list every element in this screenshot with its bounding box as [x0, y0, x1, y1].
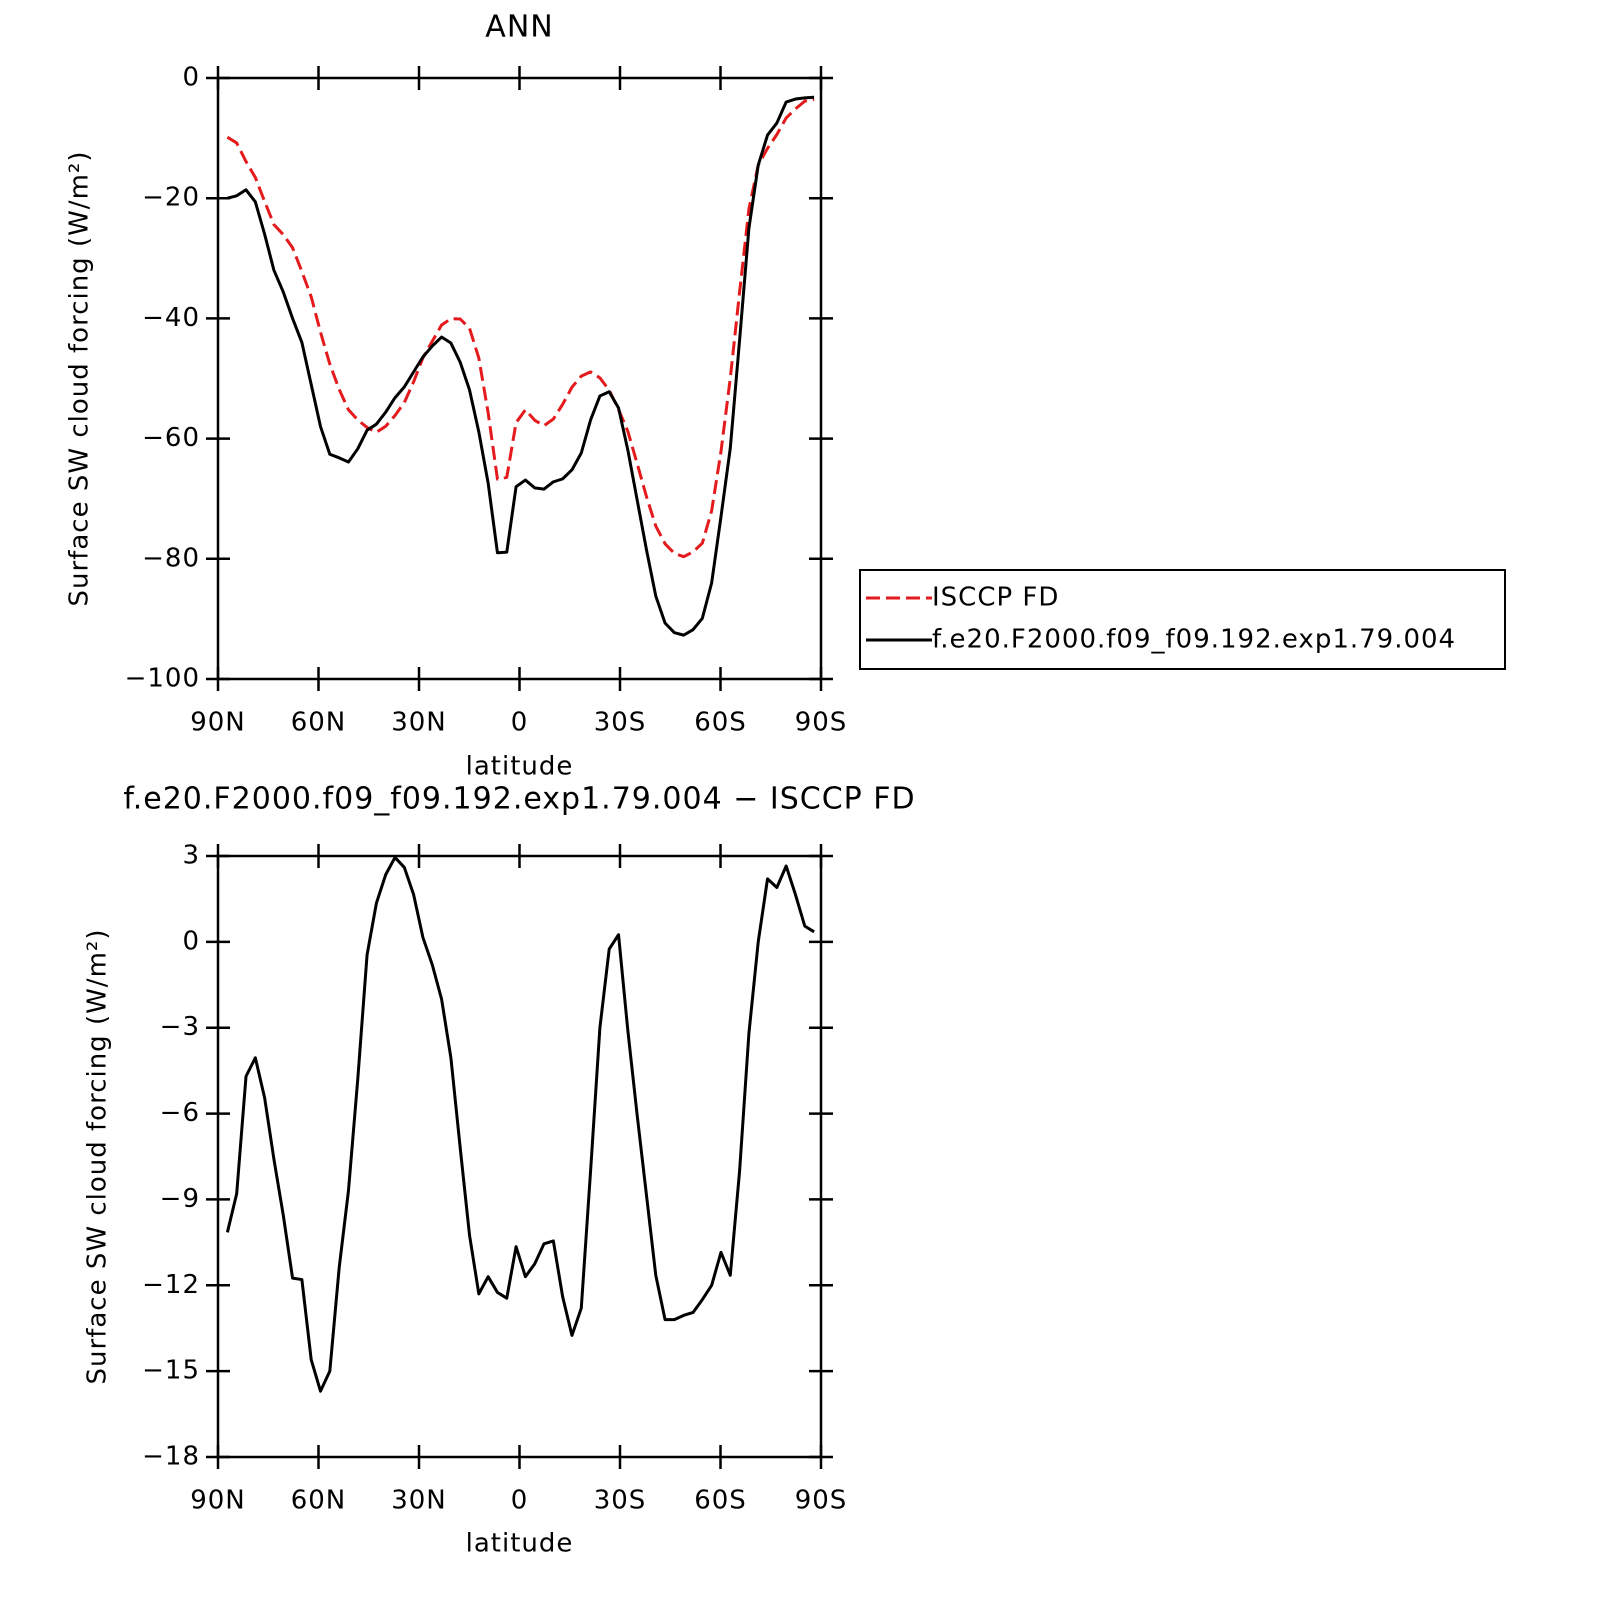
- data-line: [225, 855, 815, 1393]
- x-tick-label: 60S: [694, 708, 747, 738]
- x-tick-label: 30S: [594, 1486, 647, 1516]
- chart-title: ANN: [485, 10, 553, 45]
- data-line: [226, 97, 815, 559]
- y-tick-label: −80: [142, 543, 200, 573]
- chart-title: f.e20.F2000.f09_f09.192.exp1.79.004 − IS…: [123, 782, 915, 817]
- y-tick-label: −20: [142, 183, 200, 213]
- plot-frame: [216, 76, 823, 681]
- y-tick-label: 0: [182, 926, 200, 956]
- legend-label: f.e20.F2000.f09_f09.192.exp1.79.004: [932, 625, 1456, 655]
- x-tick-label: 90S: [795, 708, 848, 738]
- y-tick-label: −12: [142, 1270, 200, 1300]
- y-tick-label: −6: [160, 1098, 200, 1128]
- y-tick-label: −40: [142, 303, 200, 333]
- y-tick-label: 0: [182, 63, 200, 93]
- x-tick-label: 0: [511, 708, 529, 738]
- x-tick-label: 30N: [391, 1486, 447, 1516]
- x-tick-label: 60N: [291, 1486, 347, 1516]
- y-axis-label: Surface SW cloud forcing (W/m²): [83, 929, 113, 1385]
- x-tick-label: 0: [511, 1486, 529, 1516]
- x-tick-label: 60S: [694, 1486, 747, 1516]
- x-tick-label: 30S: [594, 708, 647, 738]
- y-axis-label: Surface SW cloud forcing (W/m²): [65, 151, 95, 607]
- y-tick-label: −9: [160, 1184, 200, 1214]
- x-axis-label: latitude: [466, 1529, 574, 1559]
- y-tick-label: −100: [125, 664, 200, 694]
- x-tick-label: 30N: [391, 708, 447, 738]
- x-tick-label: 90N: [190, 708, 246, 738]
- y-tick-label: −18: [142, 1442, 200, 1472]
- x-tick-label: 90N: [190, 1486, 246, 1516]
- x-axis-label: latitude: [466, 752, 574, 782]
- y-tick-label: 3: [182, 841, 200, 871]
- y-tick-label: −60: [142, 423, 200, 453]
- y-tick-label: −15: [142, 1356, 200, 1386]
- plot-frame: [216, 854, 823, 1459]
- legend-label: ISCCP FD: [932, 583, 1059, 613]
- legend-box: [859, 569, 1506, 670]
- x-tick-label: 90S: [795, 1486, 848, 1516]
- y-tick-label: −3: [160, 1012, 200, 1042]
- data-line: [227, 95, 815, 637]
- x-tick-label: 60N: [291, 708, 347, 738]
